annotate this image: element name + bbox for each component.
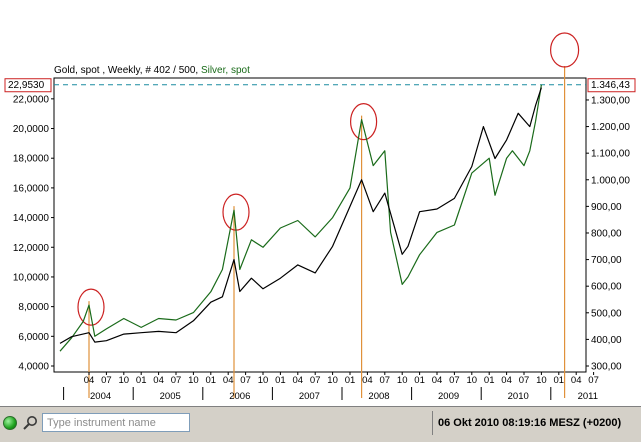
month-tick-label: 07 [101,375,112,386]
month-tick-label: 07 [380,375,391,386]
month-tick-label: 01 [345,375,356,386]
time-axis: 04 07 10 01 04 07 10 01 04 07 10 01 04 07 10 01 04 07 10 01… [63,372,599,402]
right-axis-tick-label: 1.200,00 [591,122,630,133]
left-axis-tick-label: 20,0000 [13,124,50,135]
left-value-box [4,78,52,93]
month-tick-label: 01 [554,375,565,386]
month-tick-label: 01 [275,375,286,386]
month-tick-label: 01 [206,375,217,386]
year-label: 2006 [229,391,250,402]
year-label: 2004 [90,391,111,402]
left-axis-tick-label: 8,0000 [18,302,49,313]
chart-title: Gold, spot , Weekly, # 402 / 500, Silver… [54,65,250,76]
month-tick-label: 01 [414,375,425,386]
month-tick-label: 04 [293,375,304,386]
month-tick-label: 07 [449,375,460,386]
silver-line [59,84,542,352]
left-axis-tick-label: 22,0000 [13,94,50,105]
month-tick-label: 10 [397,375,408,386]
month-tick-label: 04 [571,375,582,386]
month-tick-label: 07 [240,375,251,386]
month-tick-label: 07 [310,375,321,386]
gold-series-title: Gold, spot , Weekly, # 402 / 500, [54,65,201,76]
status-bar: 06 Okt 2010 08:19:16 MESZ (+0200) [0,406,641,442]
month-tick-label: 01 [484,375,495,386]
right-axis-tick-label: 1.000,00 [591,175,630,186]
search-icon[interactable] [22,415,38,431]
month-tick-label: 04 [362,375,373,386]
plot-frame [53,77,587,373]
price-chart: Gold, spot , Weekly, # 402 / 500, Silver… [4,32,636,402]
left-current-value: 22,9530 [8,80,45,91]
instrument-search-input[interactable] [42,413,190,432]
month-tick-label: 07 [588,375,599,386]
gold-line [59,87,542,344]
month-tick-label: 04 [153,375,164,386]
right-axis: 300,00 400,00 500,00 600,00 700,00 800,00 900,… [586,95,630,373]
month-tick-label: 04 [223,375,234,386]
forecast-circle [549,32,580,68]
month-tick-label: 10 [327,375,338,386]
right-axis-tick-label: 800,00 [591,228,622,239]
left-axis-tick-label: 18,0000 [13,154,50,165]
datetime-status: 06 Okt 2010 08:19:16 MESZ (+0200) [432,411,638,435]
month-tick-label: 07 [171,375,182,386]
year-label: 2007 [299,391,320,402]
year-label: 2005 [160,391,181,402]
month-tick-label: 10 [258,375,269,386]
value-markers: 22,9530 1.346,43 [4,78,636,93]
right-axis-tick-label: 1.300,00 [591,95,630,106]
year-label: 2008 [368,391,389,402]
left-axis-tick-label: 4,0000 [18,362,49,373]
series-layer [59,84,542,352]
year-label: 2011 [578,391,598,402]
month-tick-label: 04 [432,375,443,386]
year-label: 2010 [508,391,529,402]
right-axis-tick-label: 700,00 [591,255,622,266]
right-axis-tick-label: 600,00 [591,282,622,293]
right-value-box [587,78,636,93]
month-tick-label: 04 [84,375,95,386]
month-tick-label: 01 [136,375,147,386]
right-axis-tick-label: 400,00 [591,335,622,346]
silver-series-title: Silver, spot [201,65,250,76]
left-axis: 4,0000 6,0000 8,0000 10,0000 12,0000 14,0000 1… [13,94,54,373]
left-axis-tick-label: 14,0000 [13,213,50,224]
month-tick-label: 07 [519,375,530,386]
right-axis-tick-label: 1.100,00 [591,149,630,160]
chart-area: Gold, spot , Weekly, # 402 / 500, Silver… [4,32,636,402]
year-label: 2009 [438,391,459,402]
peak-circle [77,288,105,326]
right-axis-tick-label: 900,00 [591,202,622,213]
left-axis-tick-label: 12,0000 [13,243,50,254]
connection-status-icon [3,416,17,430]
right-current-value: 1.346,43 [591,80,630,91]
right-axis-tick-label: 300,00 [591,362,622,373]
month-tick-label: 04 [501,375,512,386]
left-axis-tick-label: 6,0000 [18,332,49,343]
left-axis-tick-label: 10,0000 [13,272,50,283]
month-tick-label: 10 [119,375,130,386]
right-axis-tick-label: 500,00 [591,308,622,319]
peak-circle [350,103,378,141]
left-axis-tick-label: 16,0000 [13,183,50,194]
month-tick-label: 10 [467,375,478,386]
month-tick-label: 10 [536,375,547,386]
month-tick-label: 10 [188,375,199,386]
